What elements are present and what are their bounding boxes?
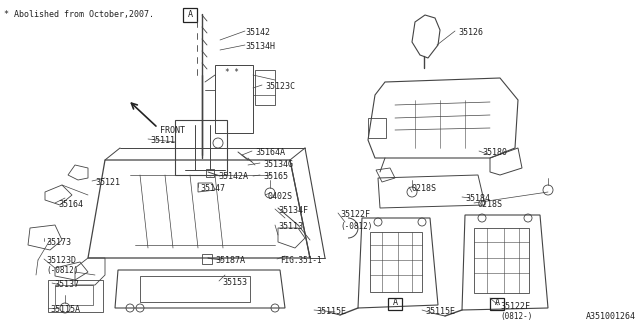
Bar bbox=[202, 254, 212, 264]
Text: A: A bbox=[392, 298, 397, 307]
Text: 35122F: 35122F bbox=[340, 210, 370, 219]
Bar bbox=[55, 285, 93, 305]
Text: 35137: 35137 bbox=[54, 280, 79, 289]
Text: 35165: 35165 bbox=[263, 172, 288, 181]
Text: 35153: 35153 bbox=[222, 278, 247, 287]
Text: 35115A: 35115A bbox=[50, 305, 80, 314]
Text: 0218S: 0218S bbox=[412, 184, 437, 193]
Text: 35142: 35142 bbox=[245, 28, 270, 37]
Text: 35184: 35184 bbox=[465, 194, 490, 203]
Text: (-0812): (-0812) bbox=[340, 222, 372, 231]
Text: 35113: 35113 bbox=[278, 222, 303, 231]
Text: * Abolished from October,2007.: * Abolished from October,2007. bbox=[4, 10, 154, 19]
Bar bbox=[255, 70, 275, 105]
Text: 0402S: 0402S bbox=[268, 192, 293, 201]
Text: 35126: 35126 bbox=[458, 28, 483, 37]
Text: 35111: 35111 bbox=[150, 136, 175, 145]
Text: A351001264: A351001264 bbox=[586, 312, 636, 320]
Bar bbox=[388, 298, 402, 310]
Text: 35122F: 35122F bbox=[500, 302, 530, 311]
Text: 35187A: 35187A bbox=[215, 256, 245, 265]
Text: A: A bbox=[188, 10, 193, 19]
Text: FRONT: FRONT bbox=[160, 126, 185, 135]
Bar bbox=[206, 169, 214, 177]
Text: 35134F: 35134F bbox=[278, 206, 308, 215]
Text: 35134H: 35134H bbox=[245, 42, 275, 51]
Bar bbox=[48, 280, 103, 312]
Text: 35147: 35147 bbox=[200, 184, 225, 193]
Bar bbox=[490, 298, 504, 310]
Text: A: A bbox=[495, 298, 499, 307]
Text: (-0812): (-0812) bbox=[46, 266, 78, 275]
Text: 35121: 35121 bbox=[95, 178, 120, 187]
Text: 35180: 35180 bbox=[482, 148, 507, 157]
Text: 35115E: 35115E bbox=[425, 307, 455, 316]
Text: 35164A: 35164A bbox=[255, 148, 285, 157]
Text: 35142A: 35142A bbox=[218, 172, 248, 181]
Bar bbox=[474, 228, 529, 293]
Text: 35164: 35164 bbox=[58, 200, 83, 209]
Bar bbox=[215, 65, 253, 133]
Bar bbox=[140, 276, 250, 302]
Text: * *: * * bbox=[225, 68, 239, 77]
Text: 35134G: 35134G bbox=[263, 160, 293, 169]
Bar bbox=[183, 8, 197, 22]
Bar bbox=[370, 232, 422, 292]
Text: 0218S: 0218S bbox=[477, 200, 502, 209]
Text: 35123D: 35123D bbox=[46, 256, 76, 265]
Text: 35173: 35173 bbox=[46, 238, 71, 247]
Bar bbox=[368, 118, 386, 138]
Text: FIG.351-1: FIG.351-1 bbox=[280, 256, 322, 265]
Text: (0812-): (0812-) bbox=[500, 312, 532, 320]
Text: 35115E: 35115E bbox=[316, 307, 346, 316]
Text: 35123C: 35123C bbox=[265, 82, 295, 91]
Bar bbox=[175, 120, 227, 175]
